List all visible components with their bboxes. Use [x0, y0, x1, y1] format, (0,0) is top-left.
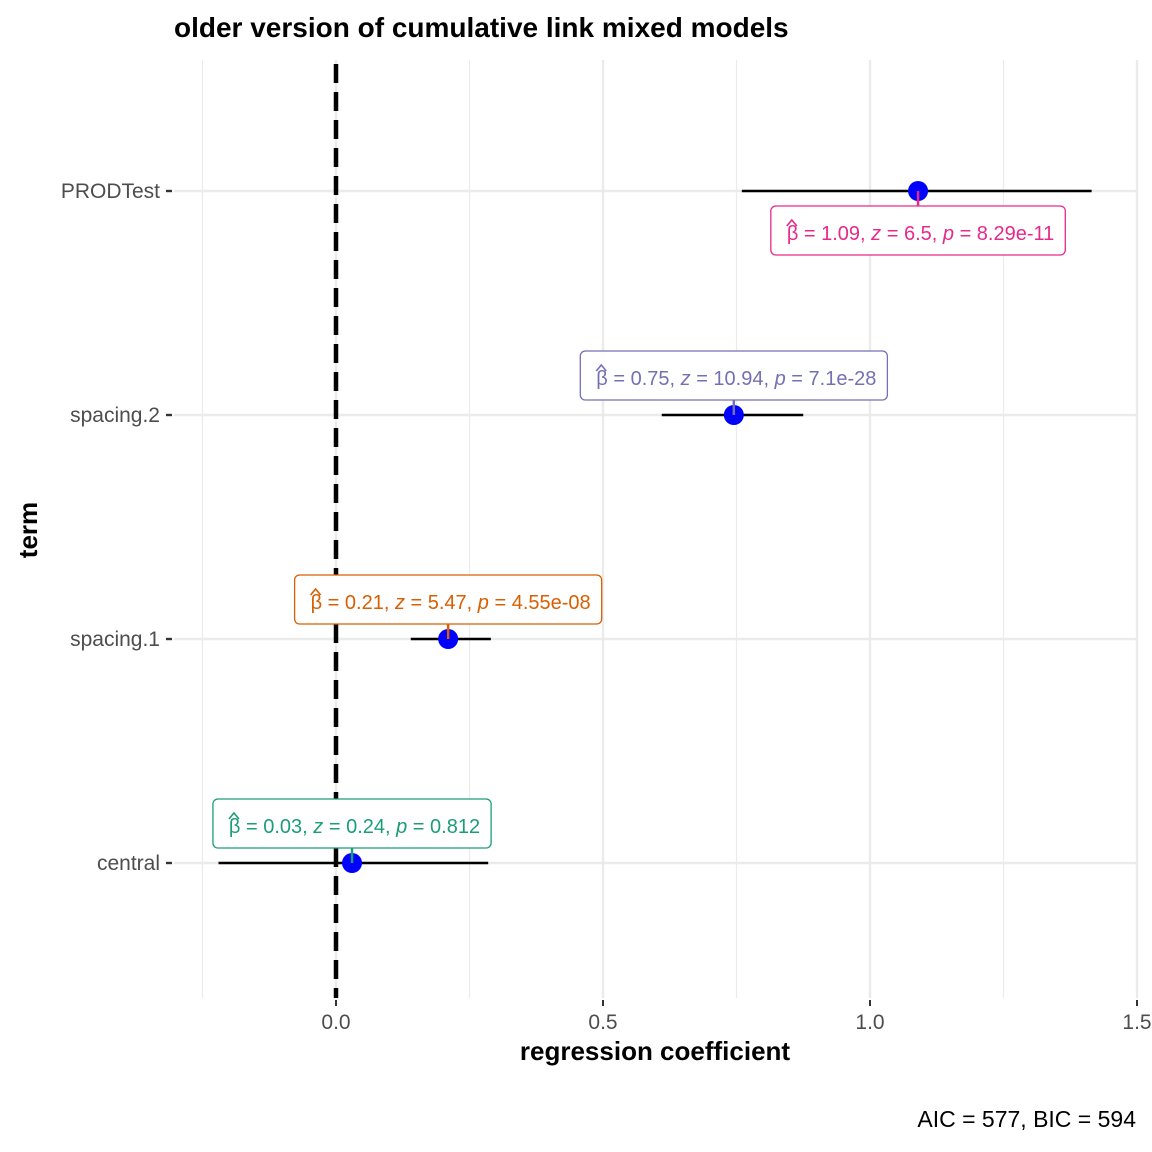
- y-tick-label: PRODTest: [61, 180, 160, 203]
- x-axis-ticks: 0.0 0.5 1.0 1.5: [321, 1000, 1152, 1034]
- hat-accent: [786, 218, 798, 227]
- p-symbol: p: [395, 816, 407, 838]
- x-tick-label: 0.0: [321, 1011, 350, 1034]
- hat-accent: [595, 363, 607, 372]
- beta-value: = 0.03,: [240, 816, 313, 838]
- beta-value: = 0.21,: [322, 592, 395, 614]
- p-symbol: p: [477, 592, 489, 614]
- z-symbol: z: [312, 816, 323, 838]
- beta-value: = 1.09,: [798, 223, 871, 245]
- z-value: = 0.24,: [323, 816, 396, 838]
- p-value: = 0.812: [407, 816, 480, 838]
- y-axis-ticks: central spacing.1 spacing.2 PRODTest: [61, 180, 172, 875]
- z-value: = 6.5,: [881, 223, 943, 245]
- grid: [174, 60, 1139, 998]
- beta-symbol: β: [311, 592, 323, 614]
- beta-symbol: β: [787, 223, 799, 245]
- p-value: = 7.1e-28: [786, 368, 877, 390]
- z-value: = 10.94,: [691, 368, 775, 390]
- z-symbol: z: [870, 223, 881, 245]
- y-axis-title: term: [13, 502, 43, 558]
- beta-symbol: β: [596, 368, 608, 390]
- p-value: = 8.29e-11: [954, 223, 1054, 245]
- annotation-label: β = 0.21, z = 5.47, p = 4.55e-08: [293, 574, 603, 639]
- annotation-text: β = 0.75, z = 10.94, p = 7.1e-28: [596, 368, 876, 390]
- p-symbol: p: [774, 368, 786, 390]
- z-symbol: z: [680, 368, 691, 390]
- estimates-group: [218, 181, 1092, 873]
- x-tick-label: 1.5: [1122, 1011, 1151, 1034]
- y-tick-label: spacing.1: [70, 628, 160, 651]
- annotation-text: β = 0.03, z = 0.24, p = 0.812: [229, 816, 480, 838]
- beta-value: = 0.75,: [608, 368, 681, 390]
- x-tick-label: 0.5: [588, 1011, 617, 1034]
- y-tick-label: central: [97, 852, 160, 875]
- p-symbol: p: [942, 223, 954, 245]
- annotation-text: β = 1.09, z = 6.5, p = 8.29e-11: [787, 223, 1054, 245]
- y-tick-label: spacing.2: [70, 404, 160, 427]
- beta-symbol: β: [229, 816, 241, 838]
- hat-accent: [309, 587, 322, 596]
- p-value: = 4.55e-08: [489, 592, 591, 614]
- caption: AIC = 577, BIC = 594: [917, 1106, 1136, 1132]
- z-value: = 5.47,: [405, 592, 478, 614]
- x-axis-title: regression coefficient: [520, 1036, 791, 1066]
- annotation-label: β = 0.03, z = 0.24, p = 0.812: [212, 798, 492, 863]
- hat-accent: [228, 811, 240, 820]
- annotation-text: β = 0.21, z = 5.47, p = 4.55e-08: [311, 592, 591, 614]
- annotation-label: β = 0.75, z = 10.94, p = 7.1e-28: [579, 350, 889, 415]
- x-tick-label: 1.0: [855, 1011, 884, 1034]
- z-symbol: z: [394, 592, 405, 614]
- annotation-label: β = 1.09, z = 6.5, p = 8.29e-11: [770, 191, 1066, 256]
- chart-title: older version of cumulative link mixed m…: [174, 12, 789, 43]
